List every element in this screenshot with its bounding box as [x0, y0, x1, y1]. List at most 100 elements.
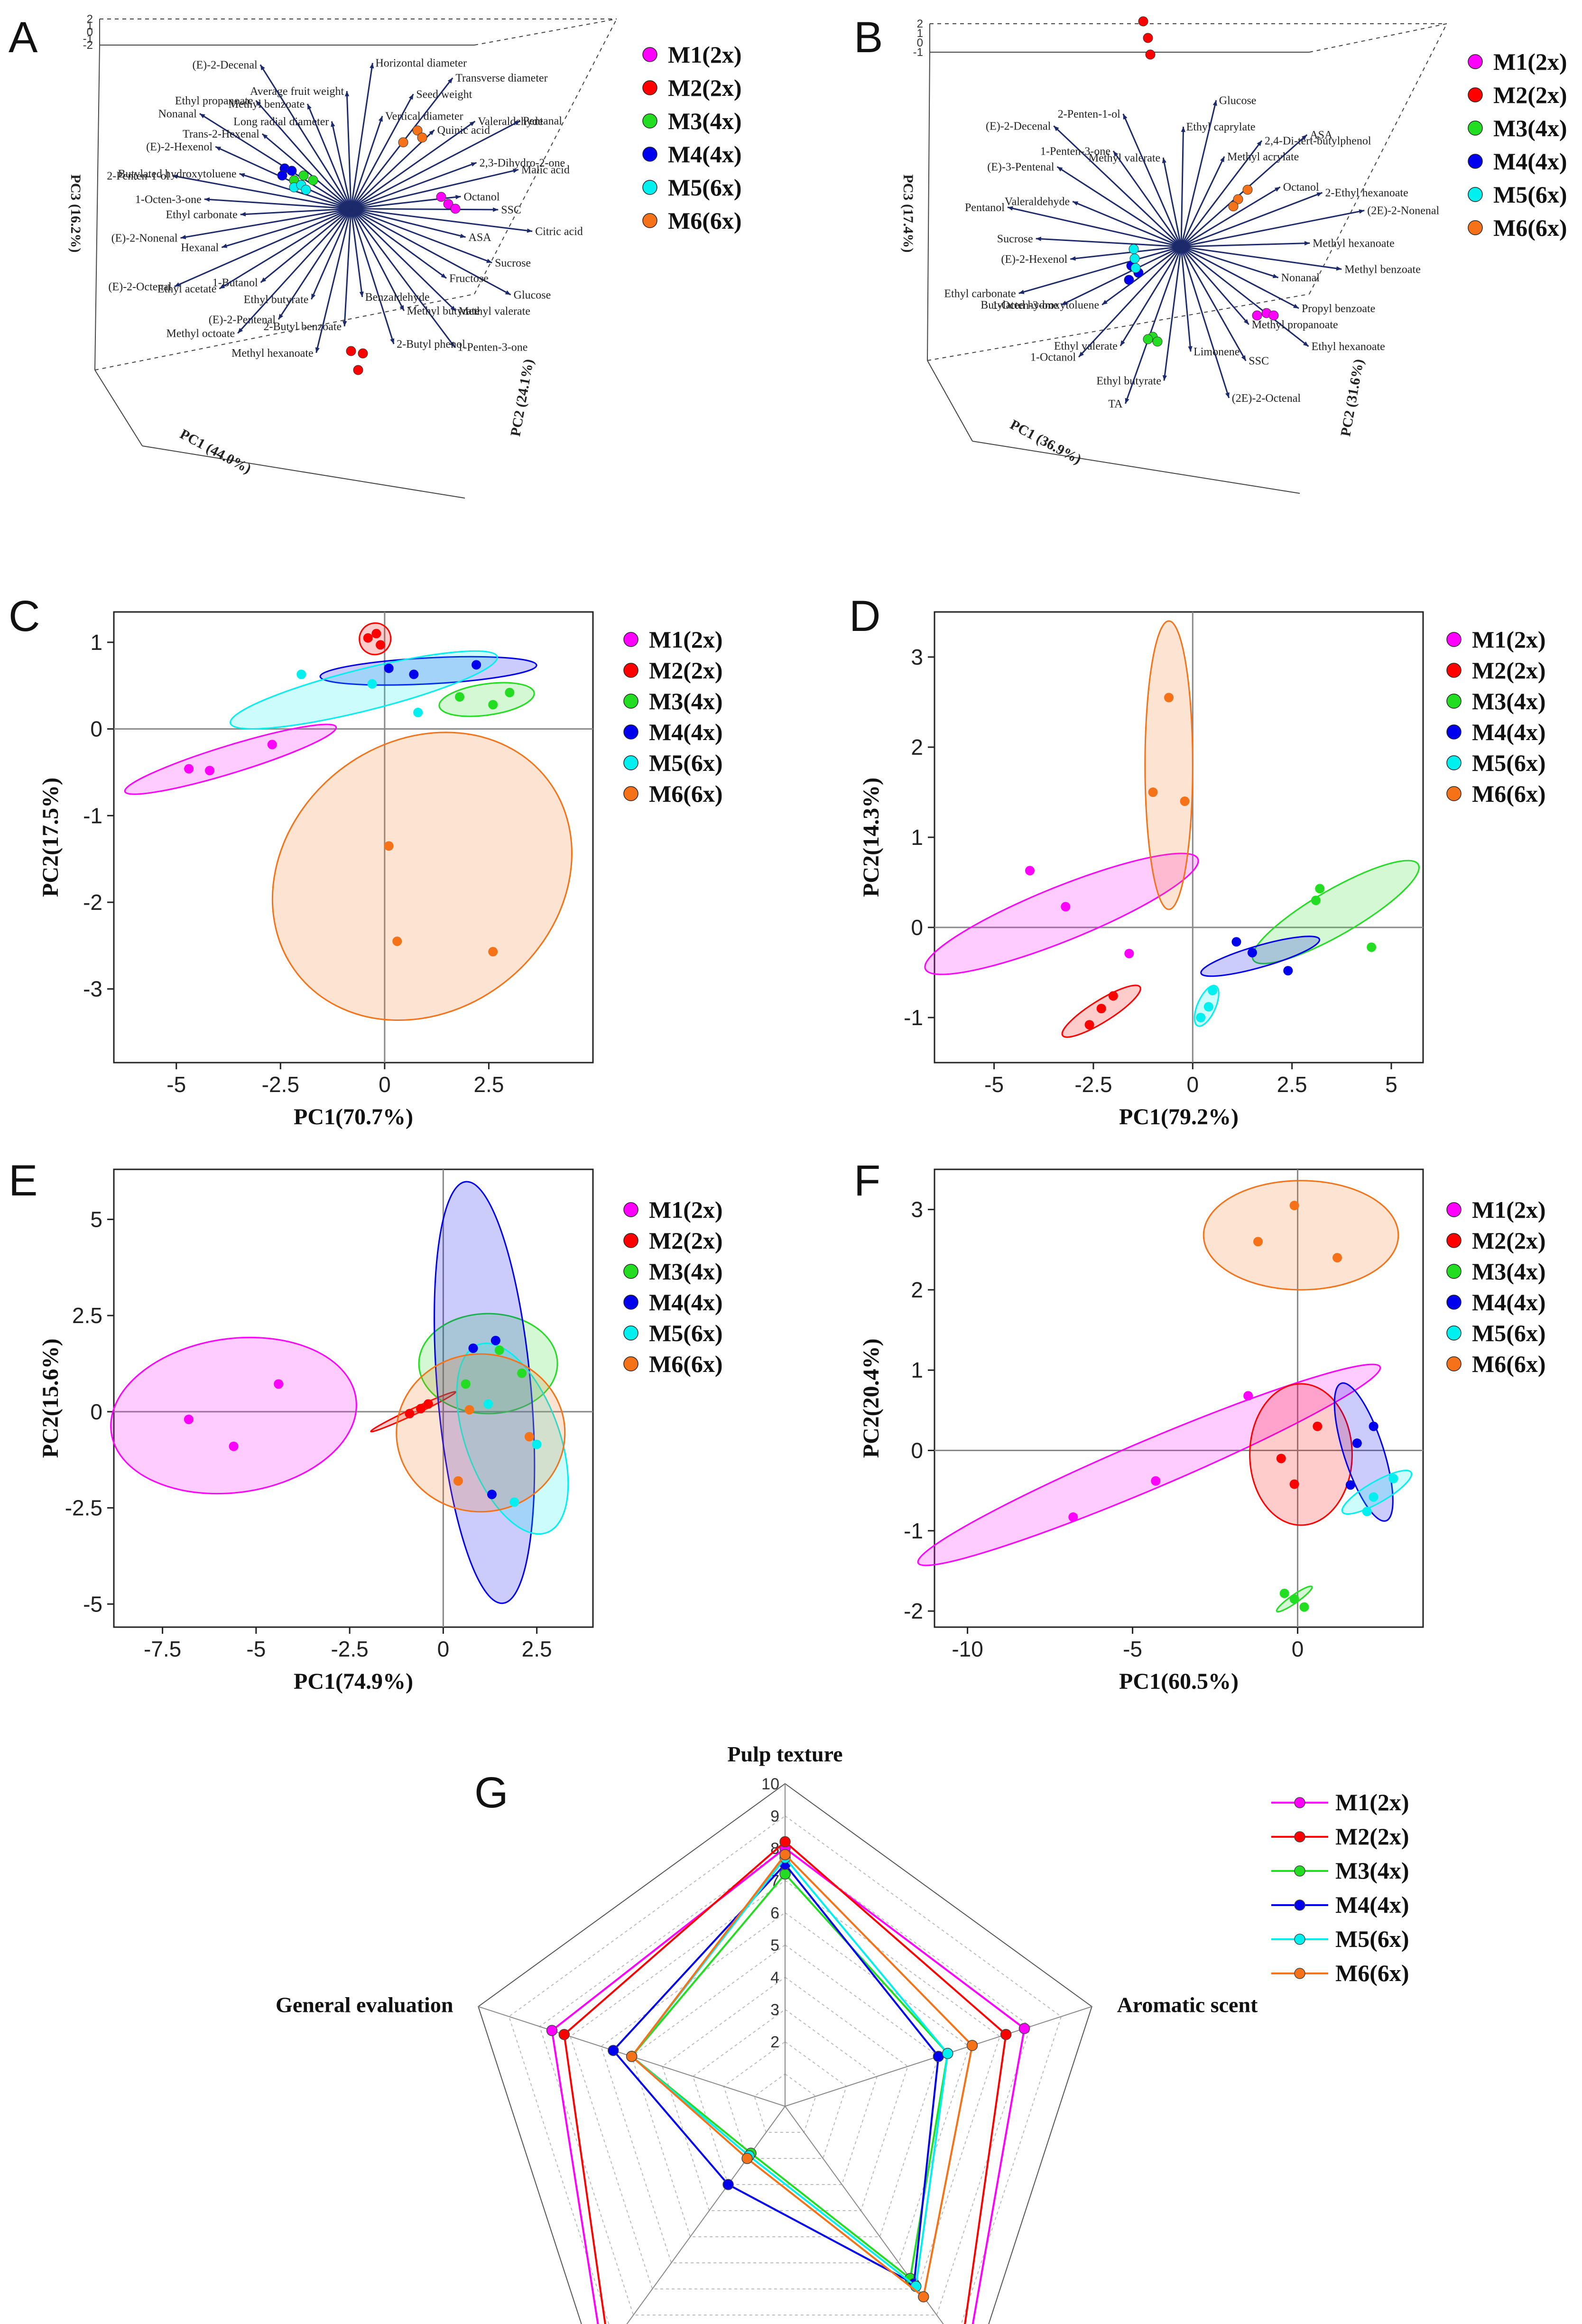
radar-legend-label-m4: M4(4x)	[1335, 1891, 1409, 1918]
score-point-m6	[398, 137, 408, 148]
loading-arrowhead	[1120, 340, 1125, 346]
loading-label: SSC	[1249, 355, 1269, 368]
data-point-m5	[509, 1497, 519, 1507]
loading-vector	[1181, 246, 1279, 278]
y-axis-title: PC2(20.4%)	[859, 1339, 884, 1458]
loading-vector	[219, 208, 352, 289]
y-tick-label: 0	[90, 717, 102, 741]
x-tick-label: 5	[1385, 1072, 1397, 1097]
loading-arrowhead	[260, 277, 267, 283]
x-tick-label: -2.5	[262, 1072, 299, 1097]
legend-label-m3: M3(4x)	[1472, 688, 1546, 714]
loading-arrowhead	[204, 197, 210, 202]
loading-label: Sucrose	[495, 257, 531, 269]
data-point-m2	[1313, 1421, 1323, 1431]
loading-arrowhead	[1293, 304, 1299, 308]
loading-label: Glucose	[1219, 94, 1257, 107]
loading-vector	[350, 129, 435, 210]
legend-marker-m1	[642, 47, 657, 62]
cube-edge	[1309, 23, 1447, 53]
loading-vector	[172, 175, 352, 210]
loading-arrowhead	[1241, 355, 1246, 361]
data-point-m5	[296, 669, 306, 679]
loading-label: 2-Ethyl hexanoate	[1325, 187, 1408, 199]
x-tick-label: -2.5	[331, 1637, 368, 1661]
data-point-m1	[267, 740, 277, 750]
loading-arrowhead	[342, 321, 347, 326]
legend-marker-m3	[642, 113, 657, 129]
loading-arrowhead	[222, 243, 228, 248]
loading-vector	[1007, 206, 1182, 248]
data-point-m6	[488, 947, 498, 957]
data-point-m3	[461, 1379, 471, 1389]
data-point-m6	[392, 936, 402, 946]
loading-vector	[350, 208, 405, 311]
loading-arrowhead	[1054, 126, 1059, 131]
loading-label: Octanol	[1283, 181, 1319, 194]
loading-label: Sucrose	[997, 233, 1033, 245]
loading-vector	[350, 93, 414, 209]
radar-legend-marker-m6	[1294, 1968, 1305, 1979]
loading-label: Methyl hexanoate	[1313, 237, 1395, 250]
score-point-m3	[1152, 336, 1163, 347]
confidence-ellipse-m1	[110, 1336, 357, 1495]
radar-point-m1	[1018, 2023, 1030, 2034]
loading-vector	[351, 208, 511, 296]
score-point-m4	[277, 170, 287, 181]
x-tick-label: -5	[984, 1072, 1004, 1097]
loading-label: 2-Butyl benzoate	[264, 321, 342, 333]
data-point-m2	[1084, 1020, 1094, 1030]
legend-label-m6: M6(6x)	[649, 1351, 723, 1377]
data-point-m2	[416, 1404, 426, 1414]
x-tick-label: -2.5	[1074, 1072, 1112, 1097]
cube-edge	[972, 441, 1300, 494]
legend-label-m6: M6(6x)	[649, 780, 723, 807]
loading-arrowhead	[1316, 192, 1323, 197]
radar-tick-label: 4	[770, 1969, 779, 1987]
radar-tick-label: 5	[770, 1936, 779, 1954]
loading-vector	[350, 208, 363, 297]
loading-label: (E)-2-Hexenol	[1001, 253, 1067, 266]
loading-arrowhead	[1125, 398, 1129, 404]
loading-label: Nonanal	[158, 108, 197, 120]
data-point-m1	[1243, 1391, 1253, 1401]
legend-label-m1: M1(2x)	[649, 626, 723, 653]
score-point-m6	[1242, 185, 1253, 195]
loading-arrowhead	[1359, 209, 1365, 214]
cube-edge	[94, 294, 475, 370]
radar-series-m1	[551, 1847, 1026, 2324]
panel-label-c: C	[9, 592, 40, 640]
radar-point-m6	[918, 2291, 929, 2303]
confidence-ellipse-m1	[124, 723, 337, 795]
loading-arrowhead	[441, 273, 447, 278]
x-tick-label: -10	[952, 1637, 983, 1661]
y-axis-title: PC2(14.3%)	[859, 778, 884, 897]
loading-vector	[1181, 246, 1309, 347]
loading-arrowhead	[344, 91, 350, 97]
loading-arrowhead	[1336, 266, 1342, 271]
loading-vector	[306, 103, 352, 209]
panel-label-a: A	[9, 13, 38, 62]
radar-point-m6	[779, 1849, 791, 1861]
legend-label-m6: M6(6x)	[668, 207, 742, 234]
loading-vector	[1036, 238, 1182, 248]
radar-series-m3	[630, 1872, 949, 2280]
loading-label: 1-Octen-3-one	[992, 299, 1058, 312]
legend-label-m2: M2(2x)	[1472, 657, 1546, 684]
legend-marker-m2	[1468, 87, 1483, 102]
y-tick-label: -1	[83, 803, 102, 828]
loading-label: Malic acid	[521, 164, 570, 176]
radar-point-m6	[626, 2051, 638, 2062]
loading-vector	[1119, 246, 1182, 346]
legend-marker-m2	[642, 80, 657, 95]
loading-label: Methyl valerate	[459, 306, 530, 318]
confidence-ellipse-m2	[1249, 1383, 1353, 1526]
legend-label-m5: M5(6x)	[1472, 1320, 1546, 1346]
loading-vector	[1061, 246, 1182, 306]
loading-arrowhead	[1007, 206, 1013, 211]
loading-label: Propyl benzoate	[1302, 303, 1375, 315]
loading-label: Methyl benzoate	[229, 98, 305, 111]
data-point-m1	[1124, 949, 1134, 959]
data-point-m1	[229, 1441, 239, 1451]
